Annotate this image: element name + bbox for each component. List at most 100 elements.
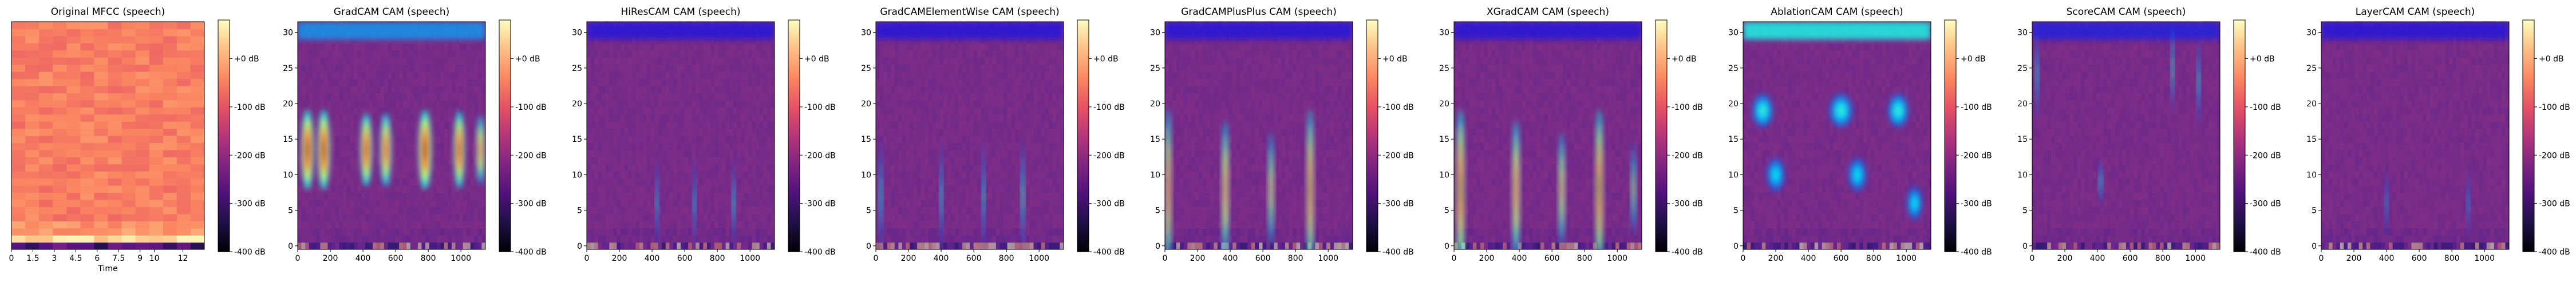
y-tick-label: 5 <box>1155 206 1160 216</box>
y-tick-label: 10 <box>572 170 582 180</box>
cam-hotspot-3 <box>1021 139 1025 249</box>
x-tick-label: 800 <box>2444 254 2460 263</box>
colorbar-tick-label: +0 dB <box>1961 55 1986 64</box>
heatmap-image <box>1165 22 1353 249</box>
x-tick-label: 400 <box>2379 254 2395 263</box>
colorbar-tick-label: +0 dB <box>1382 55 1408 64</box>
y-tick-label: 25 <box>861 64 871 73</box>
x-tick-label: 400 <box>1512 254 1527 263</box>
y-tick-label: 10 <box>1150 170 1160 180</box>
panel-title: AblationCAM CAM (speech) <box>1771 6 1903 18</box>
y-tick-label: 15 <box>1728 135 1739 144</box>
y-tick-label: 10 <box>861 170 871 180</box>
heatmap-image <box>2032 22 2220 249</box>
cam-hotspot-4 <box>1631 143 1636 235</box>
x-tick-label: 400 <box>355 254 371 263</box>
panel-title: GradCAMPlusPlus CAM (speech) <box>1181 6 1337 18</box>
colorbar-tick-label: +0 dB <box>804 55 829 64</box>
y-tick-label: 10 <box>1728 170 1739 180</box>
x-tick-label: 0 <box>1452 254 1457 263</box>
x-tick-label: 1000 <box>1318 254 1338 263</box>
y-tick-label: 15 <box>2017 135 2028 144</box>
colorbar: +0 dB -100 dB -200 dB -300 dB -400 dB <box>1944 19 1992 257</box>
panel-0: Original MFCC (speech) 0 1.5 3 4.5 6 7.5 9 10 12 T… <box>9 6 266 273</box>
colorbar-tick-label: -200 dB <box>234 151 266 160</box>
y-tick-label: 15 <box>1439 135 1449 144</box>
colorbar-gradient <box>2522 19 2535 252</box>
colorbar-tick-label: -300 dB <box>1093 200 1125 209</box>
colorbar-tick-label: -300 dB <box>1672 200 1703 209</box>
cam-hotspot-1 <box>1829 93 1853 128</box>
axes-frame <box>875 21 1064 250</box>
x-tick-label: 200 <box>612 254 627 263</box>
cam-hotspot-1 <box>693 157 696 249</box>
x-tick-label: 600 <box>677 254 693 263</box>
x-tick-label: 0 <box>9 254 14 263</box>
cam-top-band <box>1743 22 1931 40</box>
x-tick-label: 0 <box>2319 254 2324 263</box>
panel-5: XGradCAM CAM (speech) 0 200 400 600 800 1000 0 5… <box>1439 6 1703 263</box>
colorbar-tick-label: -300 dB <box>804 200 836 209</box>
colorbar-tick-label: -300 dB <box>234 200 266 209</box>
colorbar-gradient <box>1655 19 1668 252</box>
panel-title: GradCAMElementWise CAM (speech) <box>880 6 1059 18</box>
x-tick-label: 400 <box>645 254 660 263</box>
cam-top-band <box>876 22 1064 40</box>
cam-hotspot-2 <box>982 139 985 249</box>
y-tick-label: 15 <box>572 135 582 144</box>
colorbar-gradient <box>1366 19 1378 252</box>
cam-overlay <box>1454 22 1642 249</box>
x-tick-label: 3 <box>52 254 57 263</box>
colorbar-tick-label: -100 dB <box>1672 103 1703 112</box>
cam-overlay <box>1165 22 1353 249</box>
colorbar: +0 dB -100 dB -200 dB -300 dB -400 dB <box>788 19 836 257</box>
axes-frame <box>1743 21 1931 250</box>
y-tick-label: 0 <box>577 242 582 251</box>
colorbar-tick-label: -300 dB <box>2539 200 2570 209</box>
cam-hotspot-1 <box>2171 22 2174 114</box>
y-tick-label: 25 <box>572 64 582 73</box>
x-tick-label: 10 <box>149 254 160 263</box>
colorbar-tick-label: -400 dB <box>2250 248 2281 257</box>
colorbar-tick-label: -400 dB <box>515 248 547 257</box>
cam-top-band <box>587 22 775 40</box>
x-tick-label: 7.5 <box>112 254 125 263</box>
y-tick-label: 30 <box>283 29 293 38</box>
cam-hotspot-2 <box>361 113 372 186</box>
axes-frame <box>586 21 775 250</box>
y-tick-label: 25 <box>283 64 293 73</box>
x-tick-label: 600 <box>1255 254 1271 263</box>
x-tick-label: 0 <box>584 254 590 263</box>
panel-title: ScoreCAM CAM (speech) <box>2067 6 2186 18</box>
x-tick-label: 200 <box>901 254 916 263</box>
x-tick-label: 1000 <box>451 254 471 263</box>
colorbar-tick-label: -200 dB <box>804 151 836 160</box>
y-tick-label: 0 <box>1733 242 1739 251</box>
y-tick-label: 0 <box>2312 242 2317 251</box>
x-tick-label: 600 <box>388 254 404 263</box>
x-tick-label: 600 <box>2123 254 2138 263</box>
colorbar: +0 dB -100 dB -200 dB -300 dB -400 dB <box>1366 19 1414 257</box>
y-tick-label: 0 <box>2022 242 2028 251</box>
colorbar-tick-label: -300 dB <box>2250 200 2281 209</box>
x-tick-label: 1000 <box>740 254 760 263</box>
colorbar: +0 dB -100 dB -200 dB -300 dB -400 dB <box>2233 19 2281 257</box>
x-tick-label: 9 <box>137 254 143 263</box>
y-tick-label: 25 <box>2017 64 2028 73</box>
colorbar-tick-label: -100 dB <box>234 103 266 112</box>
cam-hotspot-2 <box>1559 132 1565 246</box>
cam-hotspot-0 <box>2036 29 2038 121</box>
cam-overlay <box>2321 22 2509 249</box>
heatmap-image <box>298 22 485 249</box>
panel-title: HiResCAM CAM (speech) <box>621 6 741 18</box>
x-tick-label: 1000 <box>2185 254 2206 263</box>
cam-hotspot-2 <box>1268 132 1274 246</box>
axes-frame <box>2321 21 2510 250</box>
heatmap-image <box>876 22 1064 249</box>
cam-overlay <box>1743 22 1931 249</box>
x-tick-label: 600 <box>966 254 982 263</box>
cam-top-band <box>1454 22 1642 40</box>
colorbar-tick-label: -100 dB <box>2539 103 2570 112</box>
colorbar-tick-label: -400 dB <box>1093 248 1125 257</box>
colorbar-tick-label: -400 dB <box>1672 248 1703 257</box>
